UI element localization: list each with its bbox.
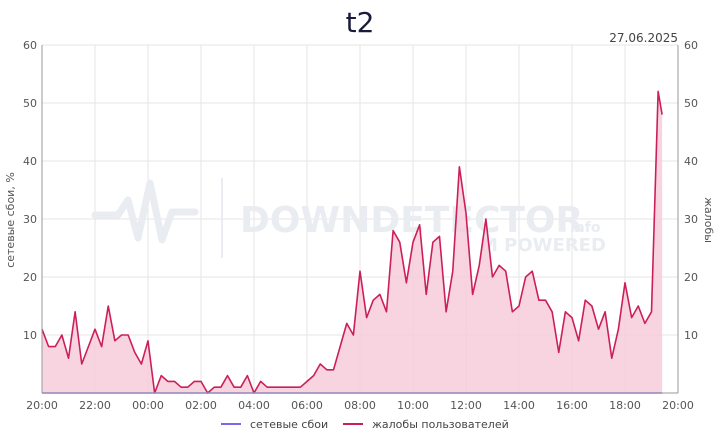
y-tick-left-label: 60 — [23, 39, 37, 52]
tick-labels: 60 60 50 50 40 40 30 30 20 20 10 10 20:00 22:00 00:00 0… — [23, 39, 698, 412]
x-tick-label: 22:00 — [79, 399, 111, 412]
watermark-text: DOWNDETECTOR — [240, 200, 583, 241]
y-tick-right-label: 10 — [684, 329, 698, 342]
y-tick-left-label: 10 — [23, 329, 37, 342]
x-tick-label: 18:00 — [609, 399, 641, 412]
y-tick-right-label: 20 — [684, 271, 698, 284]
legend-label-complaints: жалобы пользователей — [372, 418, 509, 431]
x-tick-label: 16:00 — [556, 399, 588, 412]
y-tick-right-label: 50 — [684, 97, 698, 110]
x-tick-label: 04:00 — [238, 399, 270, 412]
legend-label-outages: сетевые сбои — [250, 418, 328, 431]
x-tick-label: 06:00 — [291, 399, 323, 412]
watermark-suffix: info — [570, 220, 601, 236]
axes — [41, 45, 679, 394]
watermark: DOWNDETECTOR info M POWERED — [91, 178, 606, 258]
legend-item-complaints[interactable]: жалобы пользователей — [343, 418, 509, 431]
x-tick-label: 00:00 — [132, 399, 164, 412]
y-axis-right-title: жалобы — [702, 197, 715, 243]
y-tick-left-label: 20 — [23, 271, 37, 284]
chart-date: 27.06.2025 — [609, 31, 678, 45]
legend-item-outages[interactable]: сетевые сбои — [221, 418, 328, 431]
complaints-line — [41, 90, 663, 394]
x-tick-label: 10:00 — [397, 399, 429, 412]
y-tick-right-label: 60 — [684, 39, 698, 52]
y-tick-left-label: 30 — [23, 213, 37, 226]
watermark-subtext: M POWERED — [480, 235, 606, 256]
y-axis-left-title: сетевые сбои, % — [4, 172, 17, 268]
x-tick-label: 12:00 — [450, 399, 482, 412]
y-tick-right-label: 40 — [684, 155, 698, 168]
legend: сетевые сбои жалобы пользователей — [221, 418, 509, 431]
complaints-area — [42, 91, 663, 394]
y-tick-right-label: 30 — [684, 213, 698, 226]
x-tick-label: 20:00 — [662, 399, 694, 412]
x-tick-label: 14:00 — [503, 399, 535, 412]
x-tick-label: 20:00 — [26, 399, 58, 412]
y-tick-left-label: 40 — [23, 155, 37, 168]
x-tick-label: 02:00 — [185, 399, 217, 412]
y-tick-left-label: 50 — [23, 97, 37, 110]
x-tick-label: 08:00 — [344, 399, 376, 412]
watermark-logo-icon — [91, 179, 199, 244]
chart-title: t2 — [346, 6, 375, 39]
